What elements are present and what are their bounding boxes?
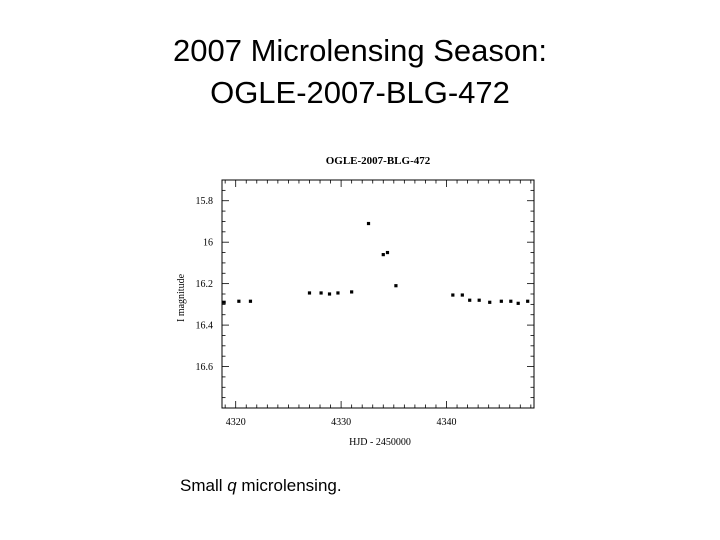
y-tick-label: 16: [203, 238, 213, 249]
y-tick-label: 16.6: [196, 362, 214, 373]
x-tick-label: 4340: [437, 417, 457, 428]
data-point: [366, 221, 371, 226]
data-point: [509, 299, 513, 303]
data-point: [381, 253, 385, 257]
y-tick-label: 16.2: [196, 279, 214, 290]
data-point: [307, 291, 312, 295]
light-curve-chart: OGLE-2007-BLG-472 I magnitude HJD - 2450…: [176, 155, 535, 448]
x-tick-label: 4320: [226, 417, 246, 428]
data-point: [222, 300, 226, 304]
caption: Small q microlensing.: [180, 476, 342, 496]
slide-title: 2007 Microlensing Season: OGLE-2007-BLG-…: [0, 30, 720, 114]
data-point: [516, 301, 520, 305]
caption-q: q: [227, 476, 237, 495]
y-tick-label: 15.8: [196, 196, 214, 207]
caption-prefix: Small: [180, 476, 228, 495]
slide-title-line-2: OGLE-2007-BLG-472: [210, 75, 510, 110]
x-tick-label: 4330: [331, 417, 351, 428]
data-point: [460, 293, 464, 297]
data-point: [451, 293, 455, 297]
data-point: [526, 299, 530, 303]
data-point: [319, 291, 323, 295]
slide-title-line-1: 2007 Microlensing Season:: [173, 33, 547, 68]
data-point: [248, 299, 253, 303]
data-point: [394, 284, 398, 288]
data-point: [468, 298, 472, 302]
data-point: [488, 300, 492, 304]
data-point: [327, 292, 332, 296]
x-axis-label: HJD - 2450000: [349, 437, 411, 448]
y-axis-label: I magnitude: [176, 273, 187, 322]
plot-frame: [221, 179, 535, 409]
caption-suffix: microlensing.: [236, 476, 342, 495]
data-point: [477, 298, 481, 302]
y-tick-label: 16.4: [196, 321, 214, 332]
chart-title: OGLE-2007-BLG-472: [326, 155, 431, 167]
data-point: [499, 299, 503, 303]
data-point: [385, 250, 390, 255]
data-point: [336, 291, 340, 295]
data-point: [350, 290, 354, 294]
data-point: [237, 299, 241, 303]
